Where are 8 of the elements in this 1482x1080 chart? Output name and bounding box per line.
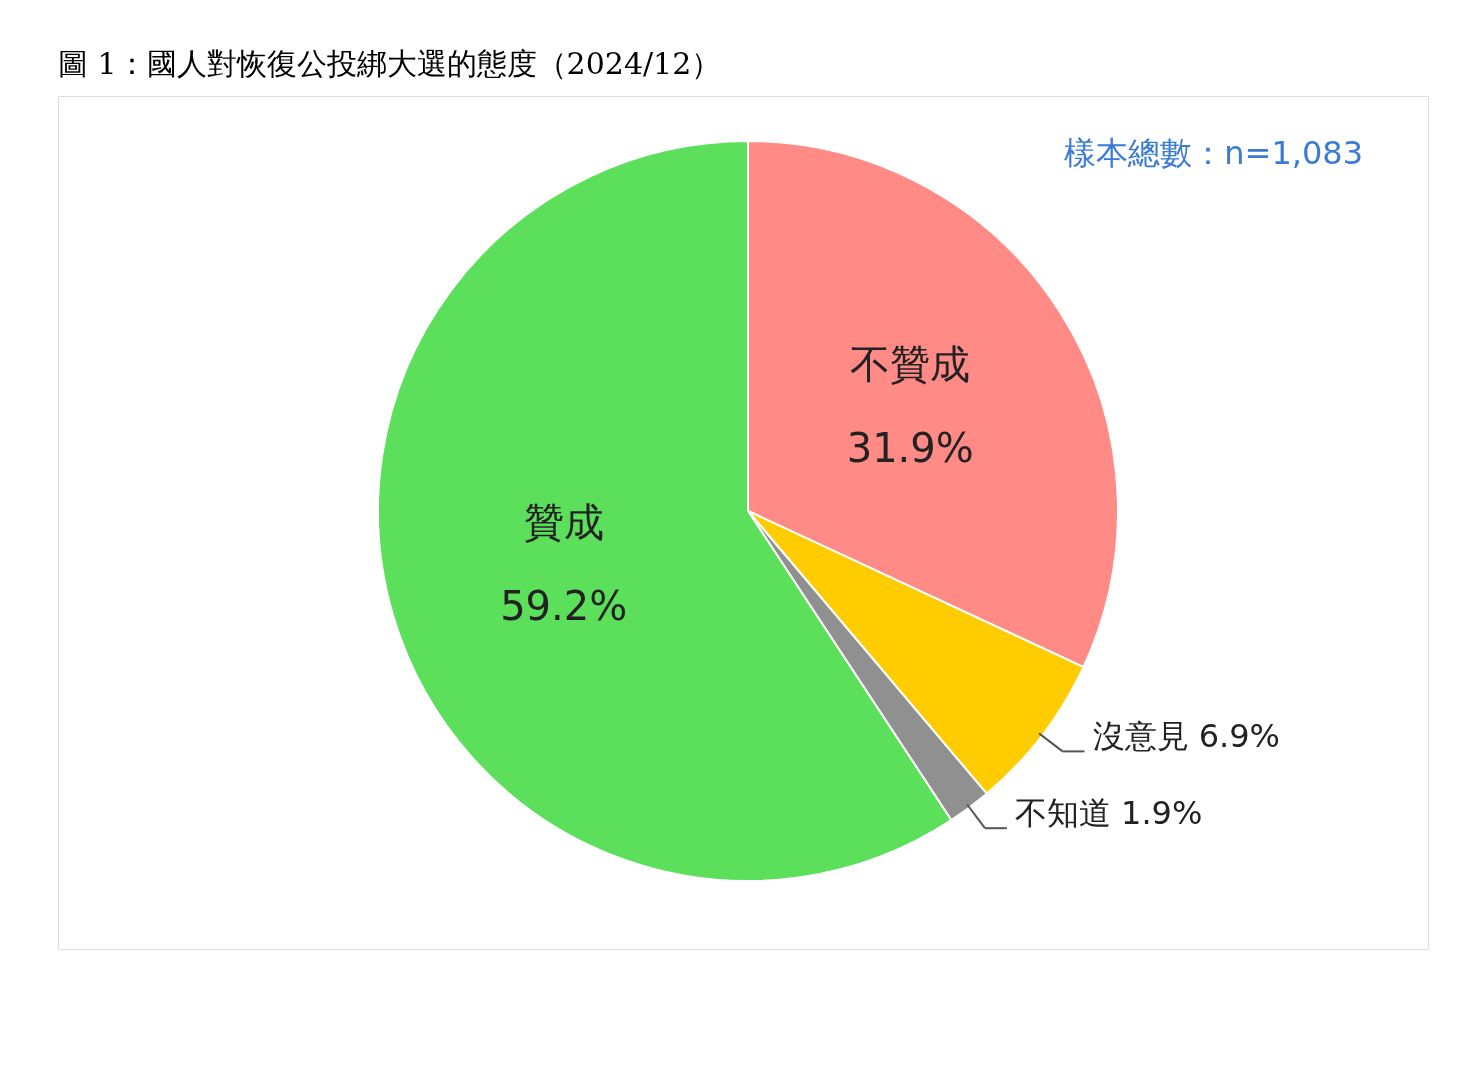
slice-label: 不贊成 (850, 340, 971, 387)
data-label: 31.9% (846, 424, 974, 471)
text: 樣本總數：n=1,083 (1064, 134, 1363, 172)
slice-label: 沒意見 6.9% (1092, 717, 1281, 756)
slice-label: 贊成 (523, 499, 604, 546)
data-label: 59.2% (500, 583, 628, 630)
slice-label: 不知道 1.9% (1014, 794, 1203, 833)
chart-title: 圖 1：國人對恢復公投綁大選的態度（2024/12） (58, 46, 722, 81)
